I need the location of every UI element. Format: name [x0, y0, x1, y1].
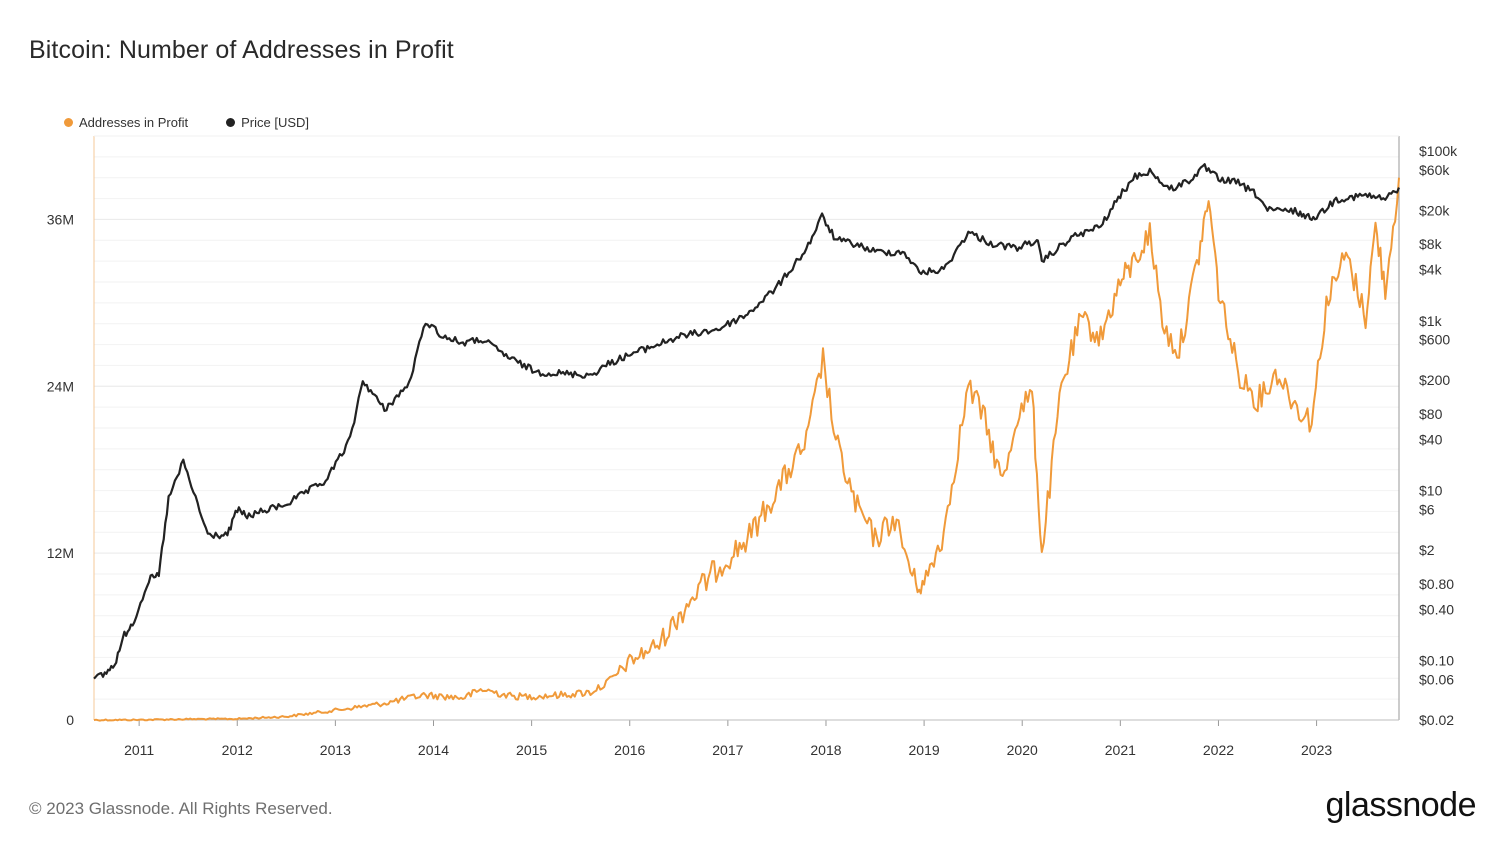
- y-right-tick-label: $2: [1419, 542, 1435, 558]
- x-tick-label: 2018: [810, 742, 841, 758]
- x-tick-label: 2022: [1203, 742, 1234, 758]
- y-right-tick-label: $4k: [1419, 262, 1443, 278]
- copyright-text: © 2023 Glassnode. All Rights Reserved.: [29, 799, 333, 818]
- x-tick-label: 2013: [320, 742, 351, 758]
- y-right-tick-label: $100k: [1419, 143, 1458, 159]
- y-right-tick-label: $6: [1419, 502, 1435, 518]
- legend-dot-price: [226, 118, 236, 127]
- series-line-price-usd: [93, 163, 1401, 680]
- y-right-tick-label: $0.02: [1419, 712, 1454, 728]
- y-right-tick-label: $80: [1419, 406, 1443, 422]
- y-right-tick-label: $40: [1419, 432, 1443, 448]
- x-tick-label: 2011: [124, 742, 154, 758]
- x-tick-label: 2012: [222, 742, 253, 758]
- y-right-tick-label: $0.10: [1419, 653, 1454, 669]
- legend-dot-addresses: [64, 118, 73, 127]
- x-tick-label: 2015: [516, 742, 547, 758]
- legend-item-addresses[interactable]: Addresses in Profit: [64, 115, 188, 130]
- legend-item-price[interactable]: Price [USD]: [226, 115, 309, 130]
- y-right-tick-label: $0.80: [1419, 576, 1454, 592]
- y-right-tick-label: $10: [1419, 483, 1443, 499]
- legend-label-addresses: Addresses in Profit: [79, 115, 189, 130]
- y-right-tick-label: $1k: [1419, 313, 1443, 329]
- x-tick-label: 2023: [1301, 742, 1332, 758]
- series-line-addresses-in-profit: [93, 177, 1400, 722]
- x-tick-label: 2019: [909, 742, 940, 758]
- chart-legend: Addresses in Profit Price [USD]: [64, 115, 309, 130]
- y-right-tick-label: $600: [1419, 332, 1450, 348]
- y-left-tick-label: 36M: [47, 211, 74, 227]
- legend-label-price: Price [USD]: [241, 115, 310, 130]
- x-tick-label: 2017: [712, 742, 743, 758]
- axis-layer: 0 12M 24M 36M $0.02 $0.06 $0.10 $0.40 $0.80 $2 $6 $…: [47, 135, 1458, 758]
- chart-title: Bitcoin: Number of Addresses in Profit: [29, 36, 454, 64]
- y-right-tick-label: $0.06: [1419, 671, 1454, 687]
- x-tick-label: 2020: [1007, 742, 1038, 758]
- x-tick-label: 2021: [1105, 742, 1136, 758]
- y-left-tick-label: 24M: [47, 378, 74, 394]
- y-right-tick-label: $60k: [1419, 162, 1450, 178]
- grid-layer: [94, 135, 1399, 721]
- y-right-tick-label: $0.40: [1419, 601, 1454, 617]
- y-left-tick-label: 12M: [47, 545, 74, 561]
- y-right-tick-label: $20k: [1419, 202, 1450, 218]
- series-layer: [93, 163, 1401, 722]
- y-right-tick-label: $200: [1419, 372, 1450, 388]
- x-tick-label: 2014: [418, 742, 449, 758]
- y-left-tick-label: 0: [66, 712, 74, 728]
- glassnode-logo: glassnode: [1325, 786, 1476, 824]
- x-tick-label: 2016: [614, 742, 645, 758]
- y-right-tick-label: $8k: [1419, 236, 1443, 252]
